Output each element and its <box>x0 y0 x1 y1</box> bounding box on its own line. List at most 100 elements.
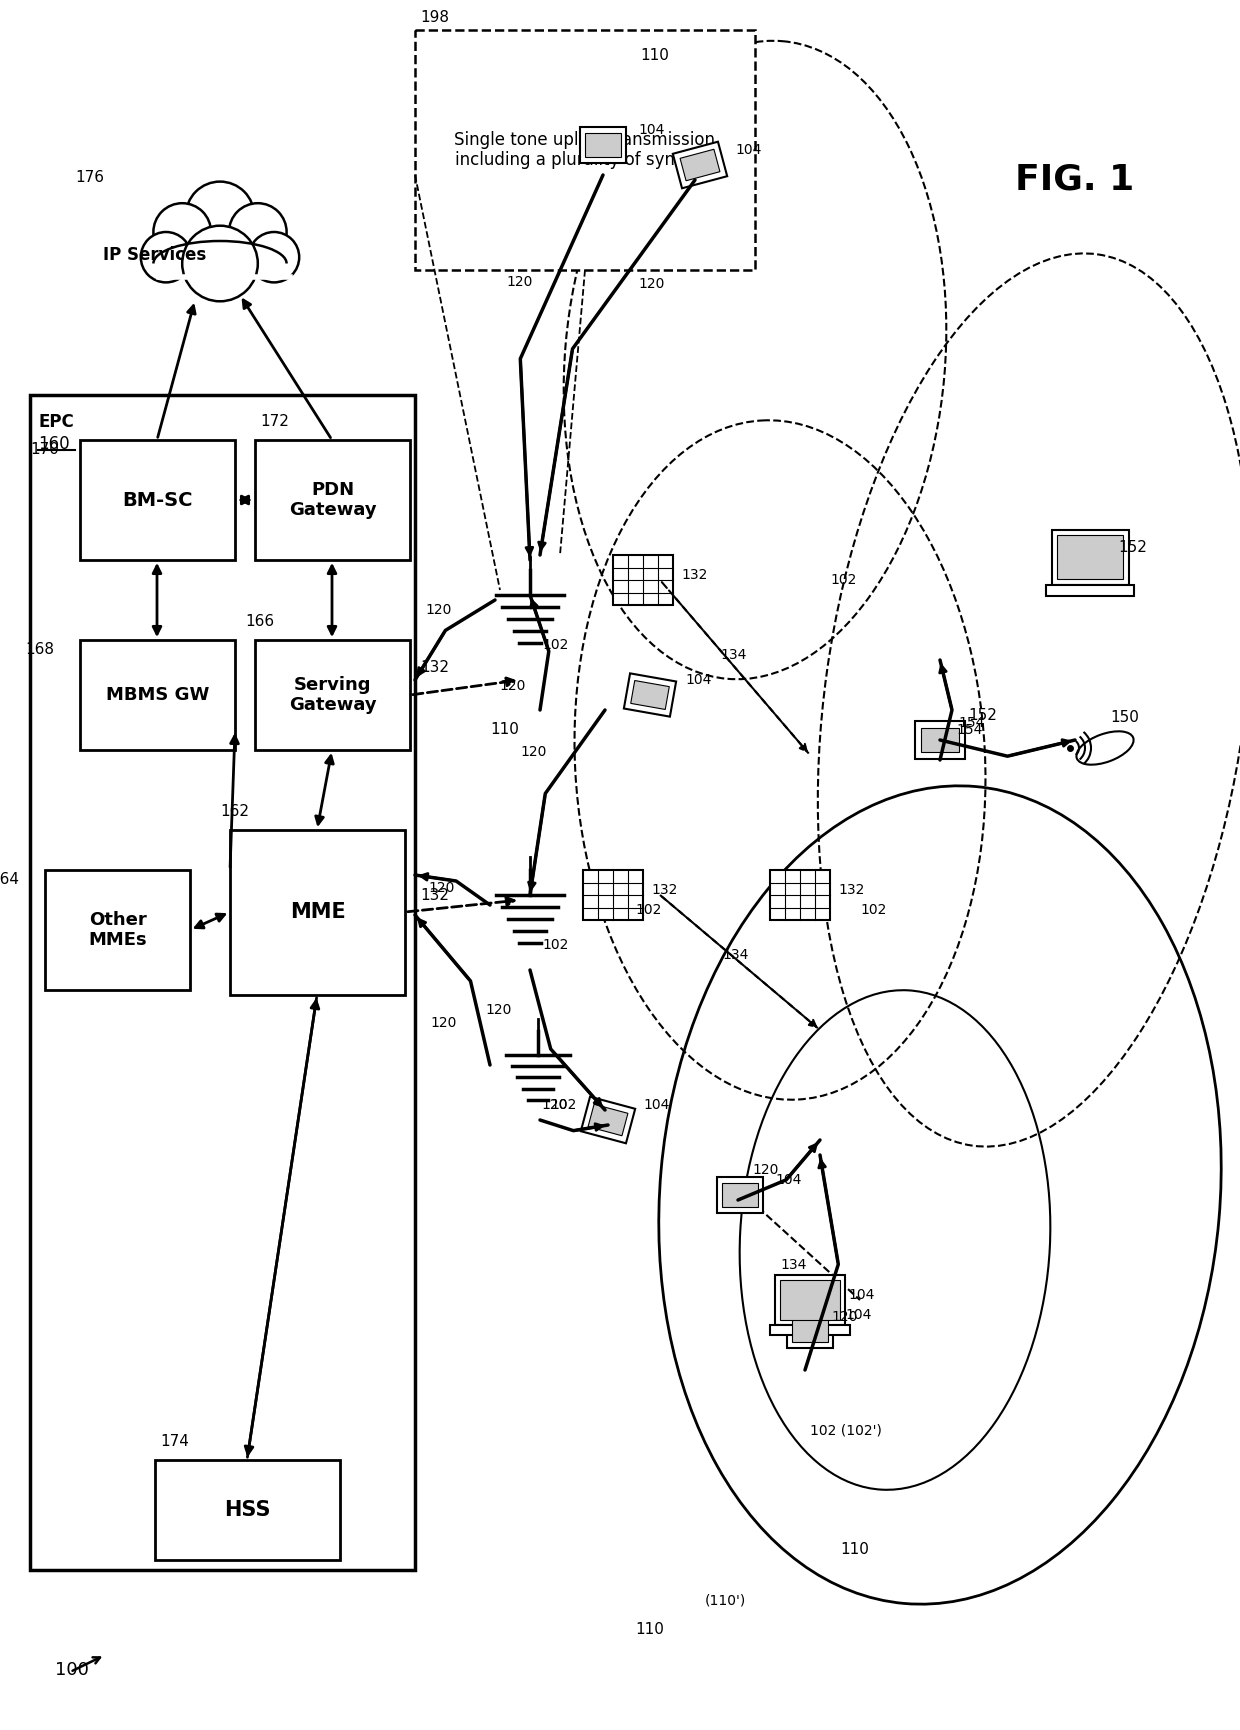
Circle shape <box>249 232 299 282</box>
Text: 134: 134 <box>720 649 746 663</box>
Bar <box>583 870 644 920</box>
Text: 102: 102 <box>542 938 568 952</box>
Bar <box>585 133 620 157</box>
Text: 160: 160 <box>38 434 69 453</box>
Text: 166: 166 <box>246 614 274 630</box>
Bar <box>588 1104 627 1135</box>
Text: 162: 162 <box>219 804 249 820</box>
Text: 176: 176 <box>74 171 104 185</box>
Text: 174: 174 <box>160 1434 188 1450</box>
Text: MBMS GW: MBMS GW <box>105 687 210 704</box>
Text: 120: 120 <box>542 1099 568 1112</box>
Text: 120: 120 <box>430 1016 456 1029</box>
Text: 134: 134 <box>722 948 749 962</box>
Bar <box>155 1460 340 1560</box>
Bar <box>255 439 410 561</box>
Text: BM-SC: BM-SC <box>123 491 192 510</box>
Text: 120: 120 <box>832 1310 858 1323</box>
Bar <box>770 1325 849 1336</box>
Bar <box>680 149 720 180</box>
Text: 120: 120 <box>507 275 533 289</box>
Text: 198: 198 <box>420 10 449 26</box>
Text: 134: 134 <box>780 1258 806 1272</box>
Bar <box>770 870 830 920</box>
Text: 132: 132 <box>420 661 449 675</box>
Bar <box>624 673 676 716</box>
Text: 102: 102 <box>551 1099 577 1112</box>
Text: 110: 110 <box>635 1623 663 1638</box>
Text: 102: 102 <box>861 903 887 917</box>
Text: 168: 168 <box>25 642 55 657</box>
Text: 110: 110 <box>640 47 668 62</box>
Text: MME: MME <box>290 903 346 922</box>
Text: 104: 104 <box>775 1173 801 1187</box>
Bar <box>81 640 236 751</box>
Text: 152: 152 <box>1118 540 1147 555</box>
Bar <box>915 721 965 759</box>
Text: Other
MMEs: Other MMEs <box>88 910 146 950</box>
Bar <box>1047 585 1135 595</box>
Text: 132: 132 <box>651 882 677 896</box>
Circle shape <box>186 182 254 251</box>
Bar <box>723 1183 758 1206</box>
Text: 120: 120 <box>639 277 665 291</box>
Circle shape <box>141 232 191 282</box>
Text: IP Services: IP Services <box>103 246 207 265</box>
Bar <box>81 439 236 561</box>
Text: 154: 154 <box>956 723 982 737</box>
Text: (110'): (110') <box>706 1593 746 1607</box>
Bar <box>775 1275 844 1325</box>
Text: 120: 120 <box>485 1002 512 1017</box>
Text: 102: 102 <box>542 638 568 652</box>
Text: 120: 120 <box>753 1163 779 1176</box>
Text: 110: 110 <box>490 723 518 737</box>
Text: 120: 120 <box>425 604 451 618</box>
Bar <box>1052 529 1128 585</box>
Text: 164: 164 <box>0 872 19 887</box>
Text: 120: 120 <box>500 678 526 692</box>
Bar <box>580 1097 635 1144</box>
Bar <box>229 830 405 995</box>
Text: 120: 120 <box>428 881 454 894</box>
Bar <box>673 142 727 189</box>
Text: 150: 150 <box>1110 711 1138 725</box>
Text: 104: 104 <box>844 1308 872 1322</box>
Text: 102: 102 <box>635 903 661 917</box>
Bar <box>1056 535 1123 580</box>
Bar <box>786 1311 833 1348</box>
Text: 104: 104 <box>639 123 665 137</box>
Text: Serving
Gateway: Serving Gateway <box>289 676 376 714</box>
Text: 132: 132 <box>838 882 864 896</box>
Text: 102 (102'): 102 (102') <box>810 1424 882 1438</box>
Bar <box>792 1318 827 1341</box>
Bar <box>415 29 755 270</box>
Text: 120: 120 <box>520 744 547 759</box>
Bar <box>613 555 673 606</box>
Text: 132: 132 <box>681 567 707 581</box>
Bar <box>255 640 410 751</box>
Text: Single tone uplink transmission
including a plurality of symbols: Single tone uplink transmission includin… <box>455 130 715 170</box>
Text: 152: 152 <box>968 708 997 723</box>
Text: 110: 110 <box>839 1543 869 1557</box>
Text: 154: 154 <box>959 716 985 730</box>
Bar <box>30 394 415 1571</box>
Text: HSS: HSS <box>224 1500 270 1521</box>
Circle shape <box>154 202 211 261</box>
Text: 172: 172 <box>260 415 289 429</box>
Text: 132: 132 <box>420 887 449 903</box>
Circle shape <box>229 202 286 261</box>
Text: 170: 170 <box>30 443 58 457</box>
Text: 100: 100 <box>55 1661 89 1680</box>
Text: 104: 104 <box>735 144 761 157</box>
Circle shape <box>182 225 258 301</box>
Text: PDN
Gateway: PDN Gateway <box>289 481 376 519</box>
Bar <box>780 1280 839 1320</box>
Bar <box>579 126 626 163</box>
Text: 104: 104 <box>644 1099 670 1112</box>
Text: 104: 104 <box>848 1289 874 1303</box>
Ellipse shape <box>1076 732 1133 765</box>
Text: FIG. 1: FIG. 1 <box>1016 163 1135 197</box>
Bar <box>631 680 670 709</box>
Text: 102: 102 <box>830 573 857 586</box>
Text: EPC: EPC <box>38 413 73 431</box>
